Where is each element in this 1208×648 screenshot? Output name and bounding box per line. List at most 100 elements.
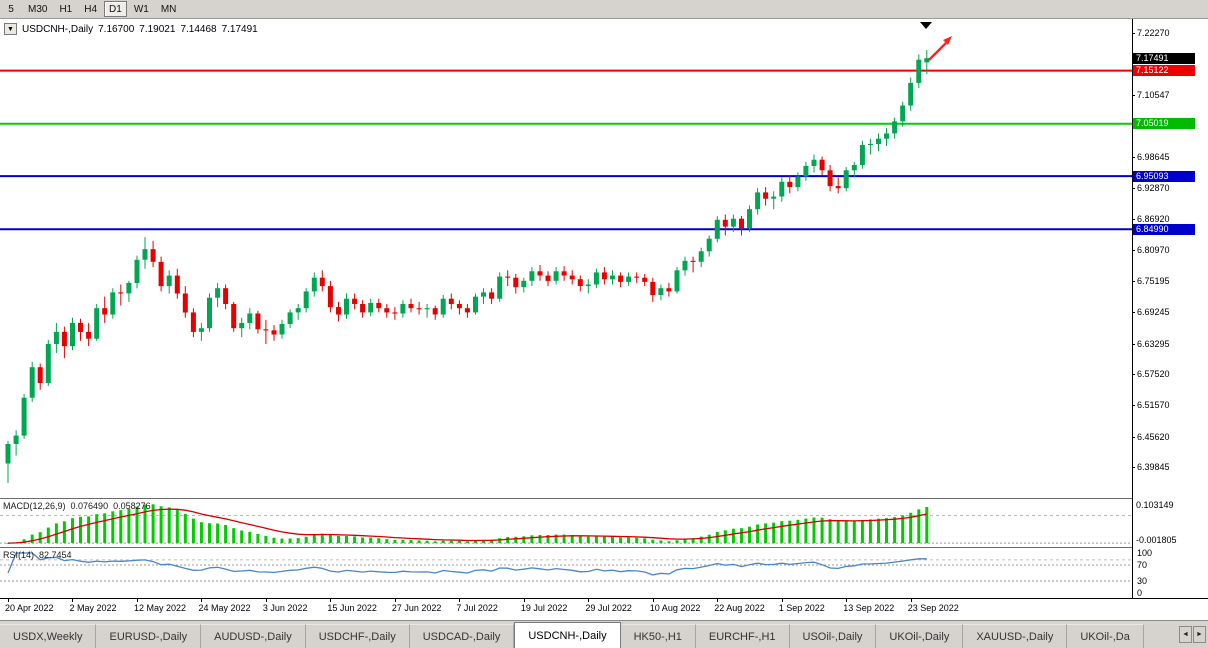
- timeframe-button-m30[interactable]: M30: [23, 1, 53, 17]
- price-badge-6-84990: 6.84990: [1133, 223, 1195, 235]
- price-axis-tick: [1132, 33, 1135, 34]
- price-axis-label: 6.39845: [1137, 461, 1170, 472]
- timeframe-toolbar: 5 M30 H1 H4 D1 W1 MN: [0, 0, 1208, 19]
- price-axis-label: 6.69245: [1137, 307, 1170, 318]
- price-axis-label: 6.51570: [1137, 400, 1170, 411]
- chart-high-value: 7.19021: [139, 23, 176, 35]
- price-axis-label: 6.80970: [1137, 245, 1170, 256]
- macd-label: MACD(12,26,9) 0.076490 0.058276: [3, 501, 151, 511]
- price-axis-tick: [1132, 187, 1135, 189]
- chart-symbol-label: USDCNH-,Daily: [22, 23, 94, 35]
- time-axis-label: 20 Apr 2022: [5, 603, 54, 613]
- time-axis-tick: [265, 599, 267, 602]
- tab-usdx-weekly[interactable]: USDX,Weekly: [0, 624, 97, 648]
- price-axis-label: 6.86920: [1137, 214, 1170, 225]
- price-axis-label: 7.10547: [1137, 89, 1170, 100]
- macd-name: MACD(12,26,9): [3, 501, 66, 511]
- macd-indicator-chart[interactable]: [0, 499, 1132, 547]
- timeframe-button-h4[interactable]: H4: [79, 1, 103, 17]
- price-axis-label: 7.22270: [1137, 28, 1170, 38]
- price-axis-label: 6.45620: [1137, 431, 1170, 442]
- up-arrow-icon: [943, 36, 952, 45]
- time-axis-tick: [136, 599, 138, 602]
- chart-tabs-bar: USDX,Weekly EURUSD-,Daily AUDUSD-,Daily USD…: [0, 620, 1208, 648]
- price-axis-tick: [1132, 405, 1135, 407]
- rsi-axis-label: 0: [1137, 588, 1143, 598]
- time-axis-tick: [652, 599, 654, 602]
- time-axis-tick: [201, 599, 203, 602]
- price-badge-7-17491: 7.17491: [1133, 52, 1195, 64]
- chart-open-value: 7.16700: [98, 23, 135, 35]
- tabs-scroll-left-button[interactable]: ◄: [1179, 626, 1192, 643]
- tab-ukoil-daily[interactable]: UKOil-,Daily: [876, 624, 964, 648]
- price-axis-border: [1132, 19, 1133, 598]
- time-axis-label: 24 May 2022: [198, 603, 251, 613]
- price-axis-tick: [1132, 157, 1135, 159]
- symbol-dropdown-icon[interactable]: ▼: [4, 23, 17, 35]
- time-axis-label: 29 Jul 2022: [585, 603, 632, 613]
- time-axis-tick: [910, 599, 912, 602]
- time-axis-label: 23 Sep 2022: [907, 603, 959, 613]
- time-axis-tick: [8, 599, 9, 602]
- tab-scroll-arrows: ◄ ►: [1179, 626, 1206, 643]
- pane-separator[interactable]: [0, 547, 1208, 548]
- price-axis-tick: [1132, 436, 1135, 438]
- time-axis-tick: [523, 599, 525, 602]
- time-axis-border: [0, 598, 1208, 599]
- rsi-axis-label: 30: [1137, 576, 1148, 586]
- rsi-indicator-chart[interactable]: [0, 548, 1132, 598]
- rsi-name: RSI(14): [3, 550, 35, 560]
- rsi-value: 82.7454: [39, 550, 72, 560]
- price-badge-6-95093: 6.95093: [1133, 170, 1195, 182]
- time-axis-label: 10 Aug 2022: [649, 603, 701, 613]
- macd-axis-min: -0.001805: [1136, 535, 1177, 545]
- time-axis-label: 1 Sep 2022: [778, 603, 825, 613]
- chart-header: ▼ USDCNH-,Daily 7.16700 7.19021 7.14468 …: [4, 23, 258, 35]
- macd-signal-value: 0.058276: [113, 501, 151, 511]
- rsi-label: RSI(14) 82.7454: [3, 550, 72, 560]
- price-axis-tick: [1132, 373, 1135, 375]
- timeframe-button-w1[interactable]: W1: [128, 1, 154, 17]
- time-axis-tick: [394, 599, 396, 602]
- top-marker-triangle-icon: [920, 22, 932, 29]
- timeframe-button-mn[interactable]: MN: [155, 1, 182, 17]
- price-axis-tick: [1132, 466, 1135, 468]
- time-axis[interactable]: [0, 599, 1208, 620]
- rsi-axis-label: 100: [1137, 548, 1153, 558]
- candlestick-chart[interactable]: [0, 19, 1132, 498]
- time-axis-tick: [781, 599, 783, 602]
- time-axis-label: 19 Jul 2022: [520, 603, 568, 613]
- price-axis-label: 6.75195: [1137, 275, 1170, 286]
- price-axis-label: 6.63295: [1137, 338, 1170, 349]
- time-axis-tick: [717, 599, 719, 602]
- price-axis-tick: [1132, 250, 1135, 252]
- tab-usdchf-daily[interactable]: USDCHF-,Daily: [305, 624, 410, 648]
- tabs-scroll-right-button[interactable]: ►: [1193, 626, 1206, 643]
- timeframe-button-5[interactable]: 5: [1, 1, 21, 17]
- tab-eurchf-h1[interactable]: EURCHF-,H1: [695, 624, 790, 648]
- time-axis-tick: [459, 599, 461, 602]
- tab-ukoil-da[interactable]: UKOil-,Da: [1067, 624, 1144, 648]
- time-axis-label: 22 Aug 2022: [714, 603, 765, 613]
- time-axis-label: 7 Jul 2022: [456, 603, 498, 613]
- time-axis-tick: [846, 599, 848, 602]
- tab-hk50-h1[interactable]: HK50-,H1: [620, 624, 696, 648]
- price-axis-tick: [1132, 343, 1135, 345]
- price-badge-7-15122: 7.15122: [1133, 65, 1195, 77]
- pane-separator[interactable]: [0, 498, 1208, 499]
- price-axis-tick: [1132, 280, 1135, 282]
- tab-usdcnh-daily[interactable]: USDCNH-,Daily: [514, 622, 621, 648]
- price-axis[interactable]: [1133, 19, 1208, 598]
- timeframe-button-h1[interactable]: H1: [54, 1, 78, 17]
- tab-usoil-daily[interactable]: USOil-,Daily: [789, 624, 877, 648]
- tab-eurusd-daily[interactable]: EURUSD-,Daily: [96, 624, 202, 648]
- tab-xauusd-daily[interactable]: XAUUSD-,Daily: [963, 624, 1068, 648]
- timeframe-button-d1[interactable]: D1: [104, 1, 127, 17]
- price-axis-label: 6.98645: [1137, 152, 1170, 163]
- rsi-axis-label: 70: [1137, 560, 1148, 570]
- tab-audusd-daily[interactable]: AUDUSD-,Daily: [201, 624, 306, 648]
- tab-usdcad-daily[interactable]: USDCAD-,Daily: [409, 624, 515, 648]
- time-axis-label: 15 Jun 2022: [327, 603, 377, 613]
- time-axis-label: 2 May 2022: [69, 603, 117, 613]
- chart-close-value: 7.17491: [221, 23, 258, 35]
